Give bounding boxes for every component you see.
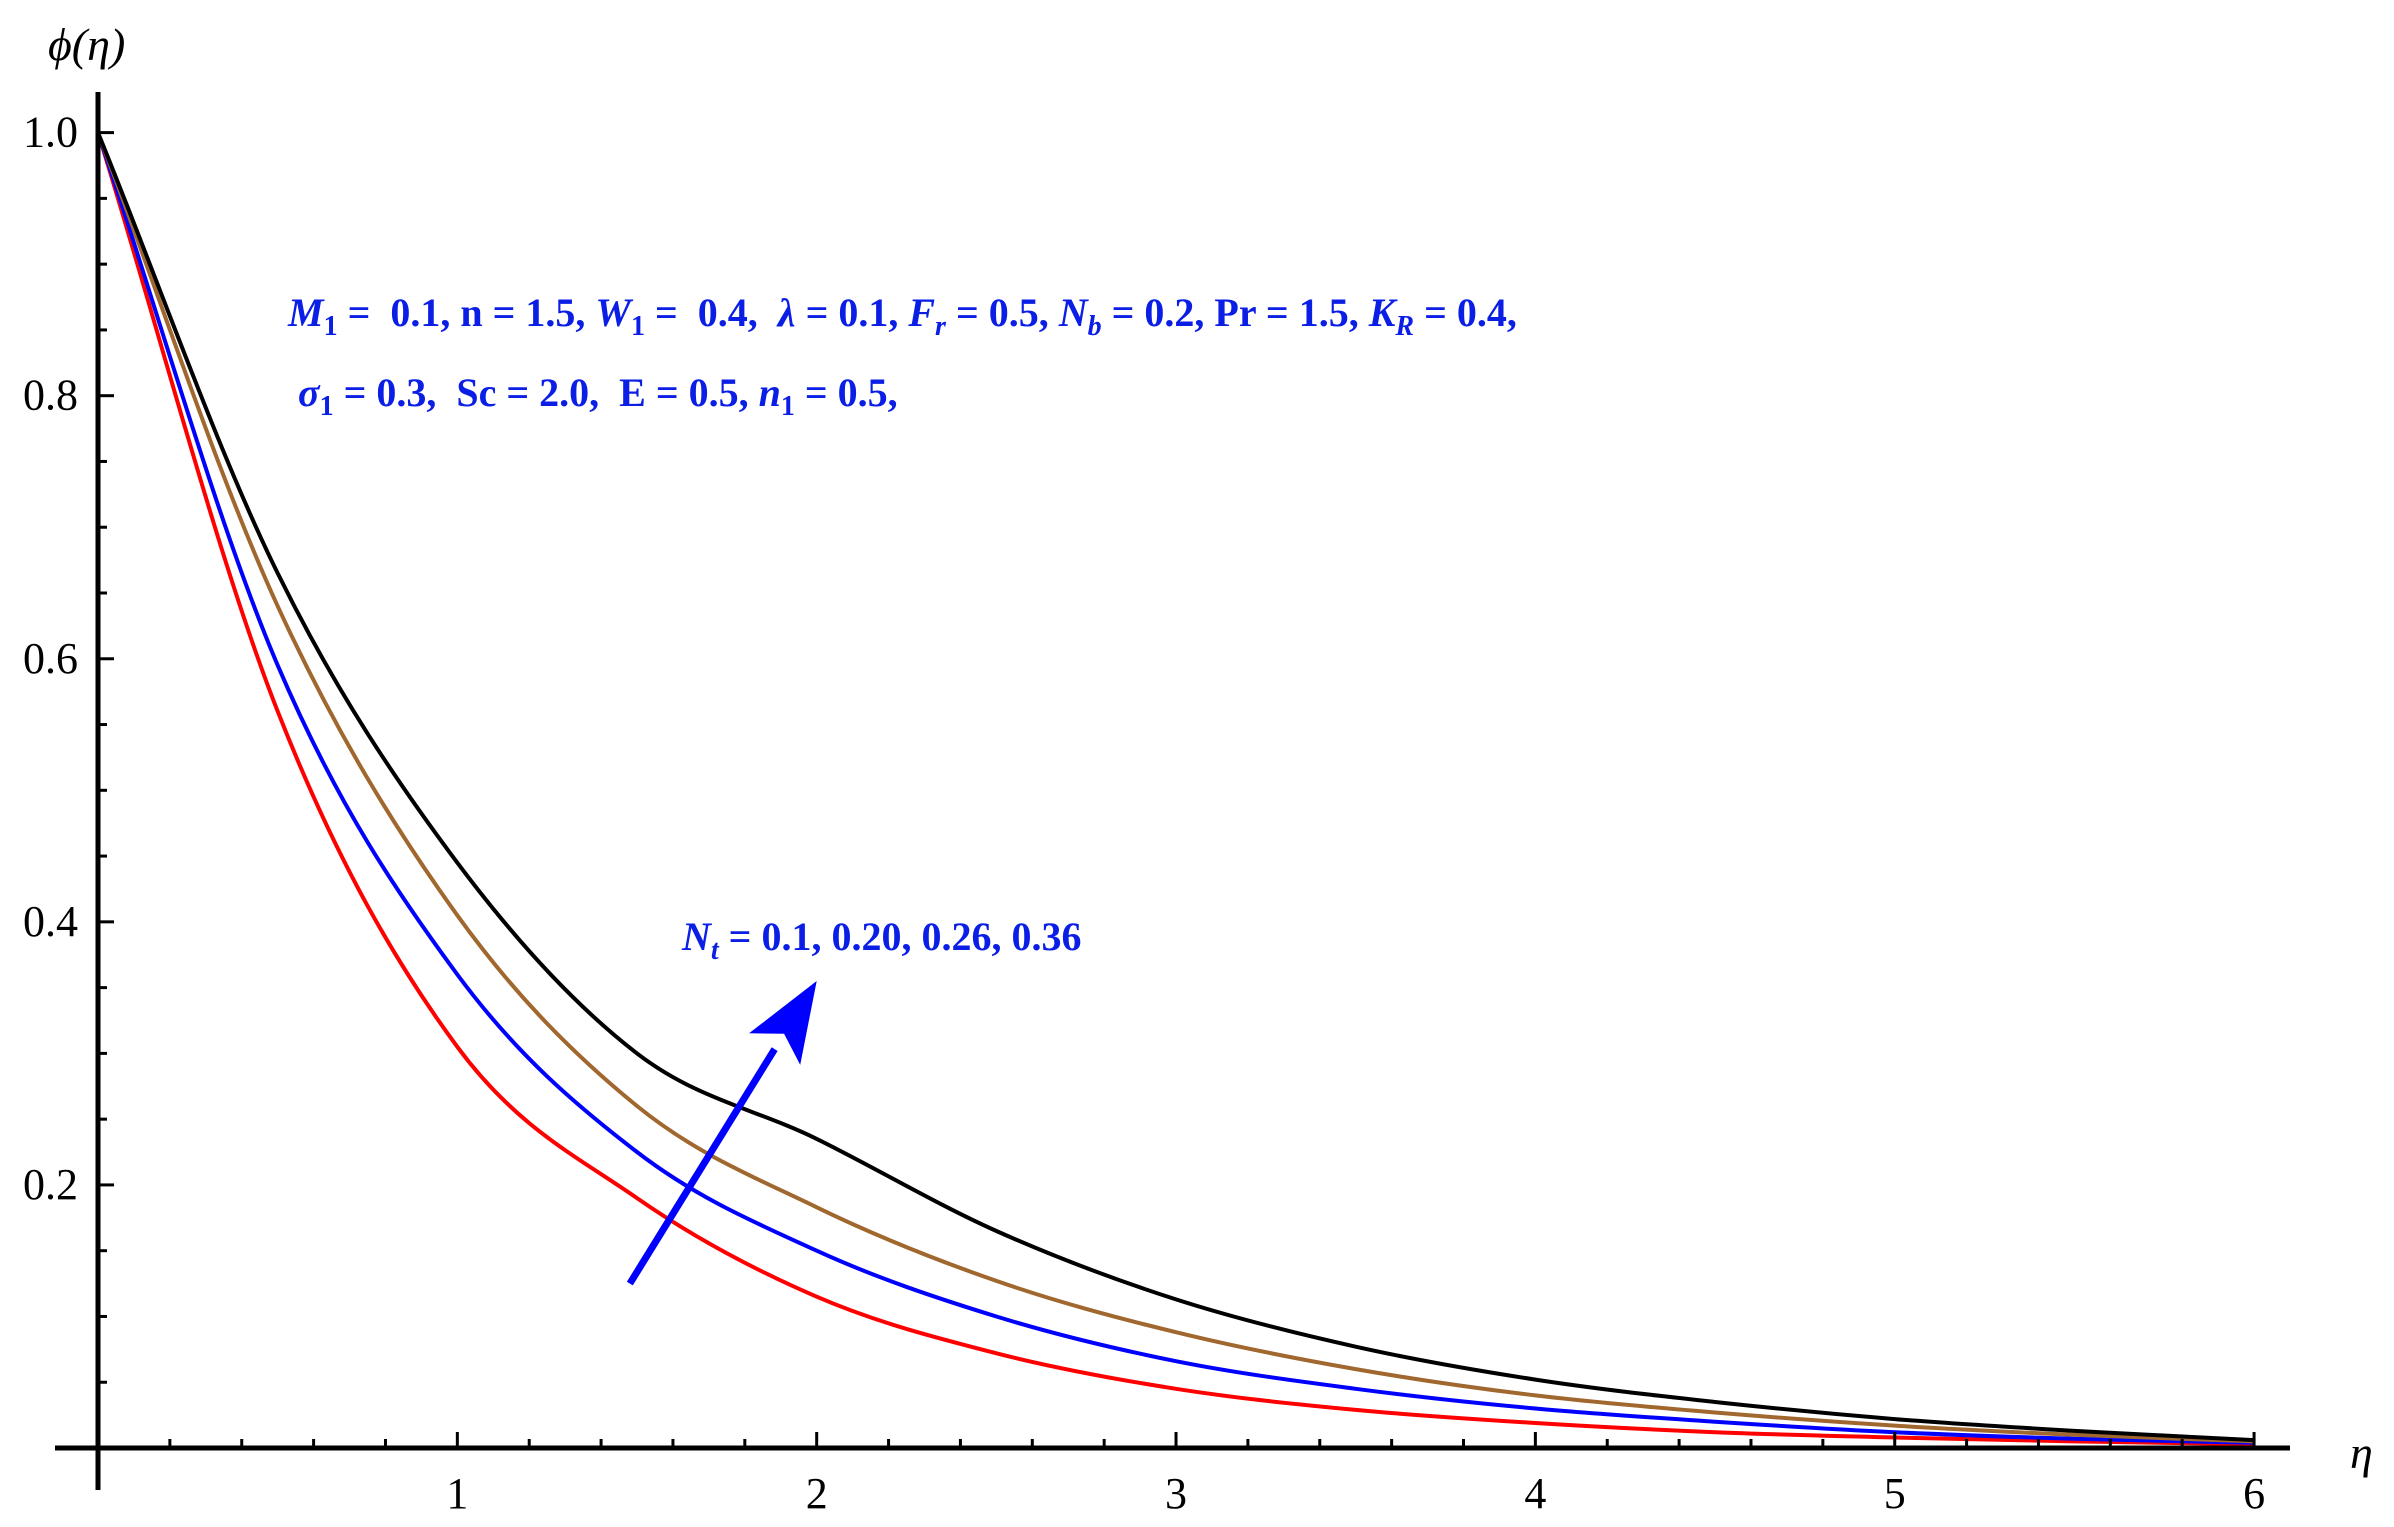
x-tick-label: 3 (1165, 1469, 1187, 1518)
y-axis-label: ϕ(η) (48, 19, 125, 70)
x-tick-label: 4 (1524, 1469, 1546, 1518)
x-axis-label: η (2350, 1427, 2373, 1478)
x-tick-label: 2 (806, 1469, 828, 1518)
nt-values-label: Nt = 0.1, 0.20, 0.26, 0.36 (681, 914, 1081, 966)
series-line-3 (96, 131, 2255, 1444)
series-curves (96, 131, 2255, 1447)
y-tick-label: 1.0 (23, 108, 78, 157)
y-tick-label: 0.4 (23, 897, 78, 946)
parameters-line-2: σ1 = 0.3, Sc = 2.0, E = 0.5, n1 = 0.5, (298, 370, 898, 422)
x-tick-label: 1 (446, 1469, 468, 1518)
x-tick-label: 6 (2243, 1469, 2265, 1518)
ticks: 1 2 3 4 5 6 0.2 0.4 0.6 0.8 1.0 η ϕ(η) (23, 19, 2373, 1518)
parameters-line-1: M1 = 0.1, n = 1.5, W1 = 0.4, λ = 0.1, Fr… (287, 290, 1517, 342)
x-tick-label: 5 (1884, 1469, 1906, 1518)
y-tick-label: 0.2 (23, 1160, 78, 1209)
arrow-shaft (626, 1047, 778, 1286)
series-line-4 (96, 131, 2255, 1443)
y-tick-label: 0.8 (23, 371, 78, 420)
y-tick-label: 0.6 (23, 634, 78, 683)
annotations: M1 = 0.1, n = 1.5, W1 = 0.4, λ = 0.1, Fr… (287, 290, 1517, 1286)
series-line-2 (96, 131, 2255, 1445)
arrow-head (749, 981, 817, 1065)
series-line-1 (96, 132, 2255, 1447)
